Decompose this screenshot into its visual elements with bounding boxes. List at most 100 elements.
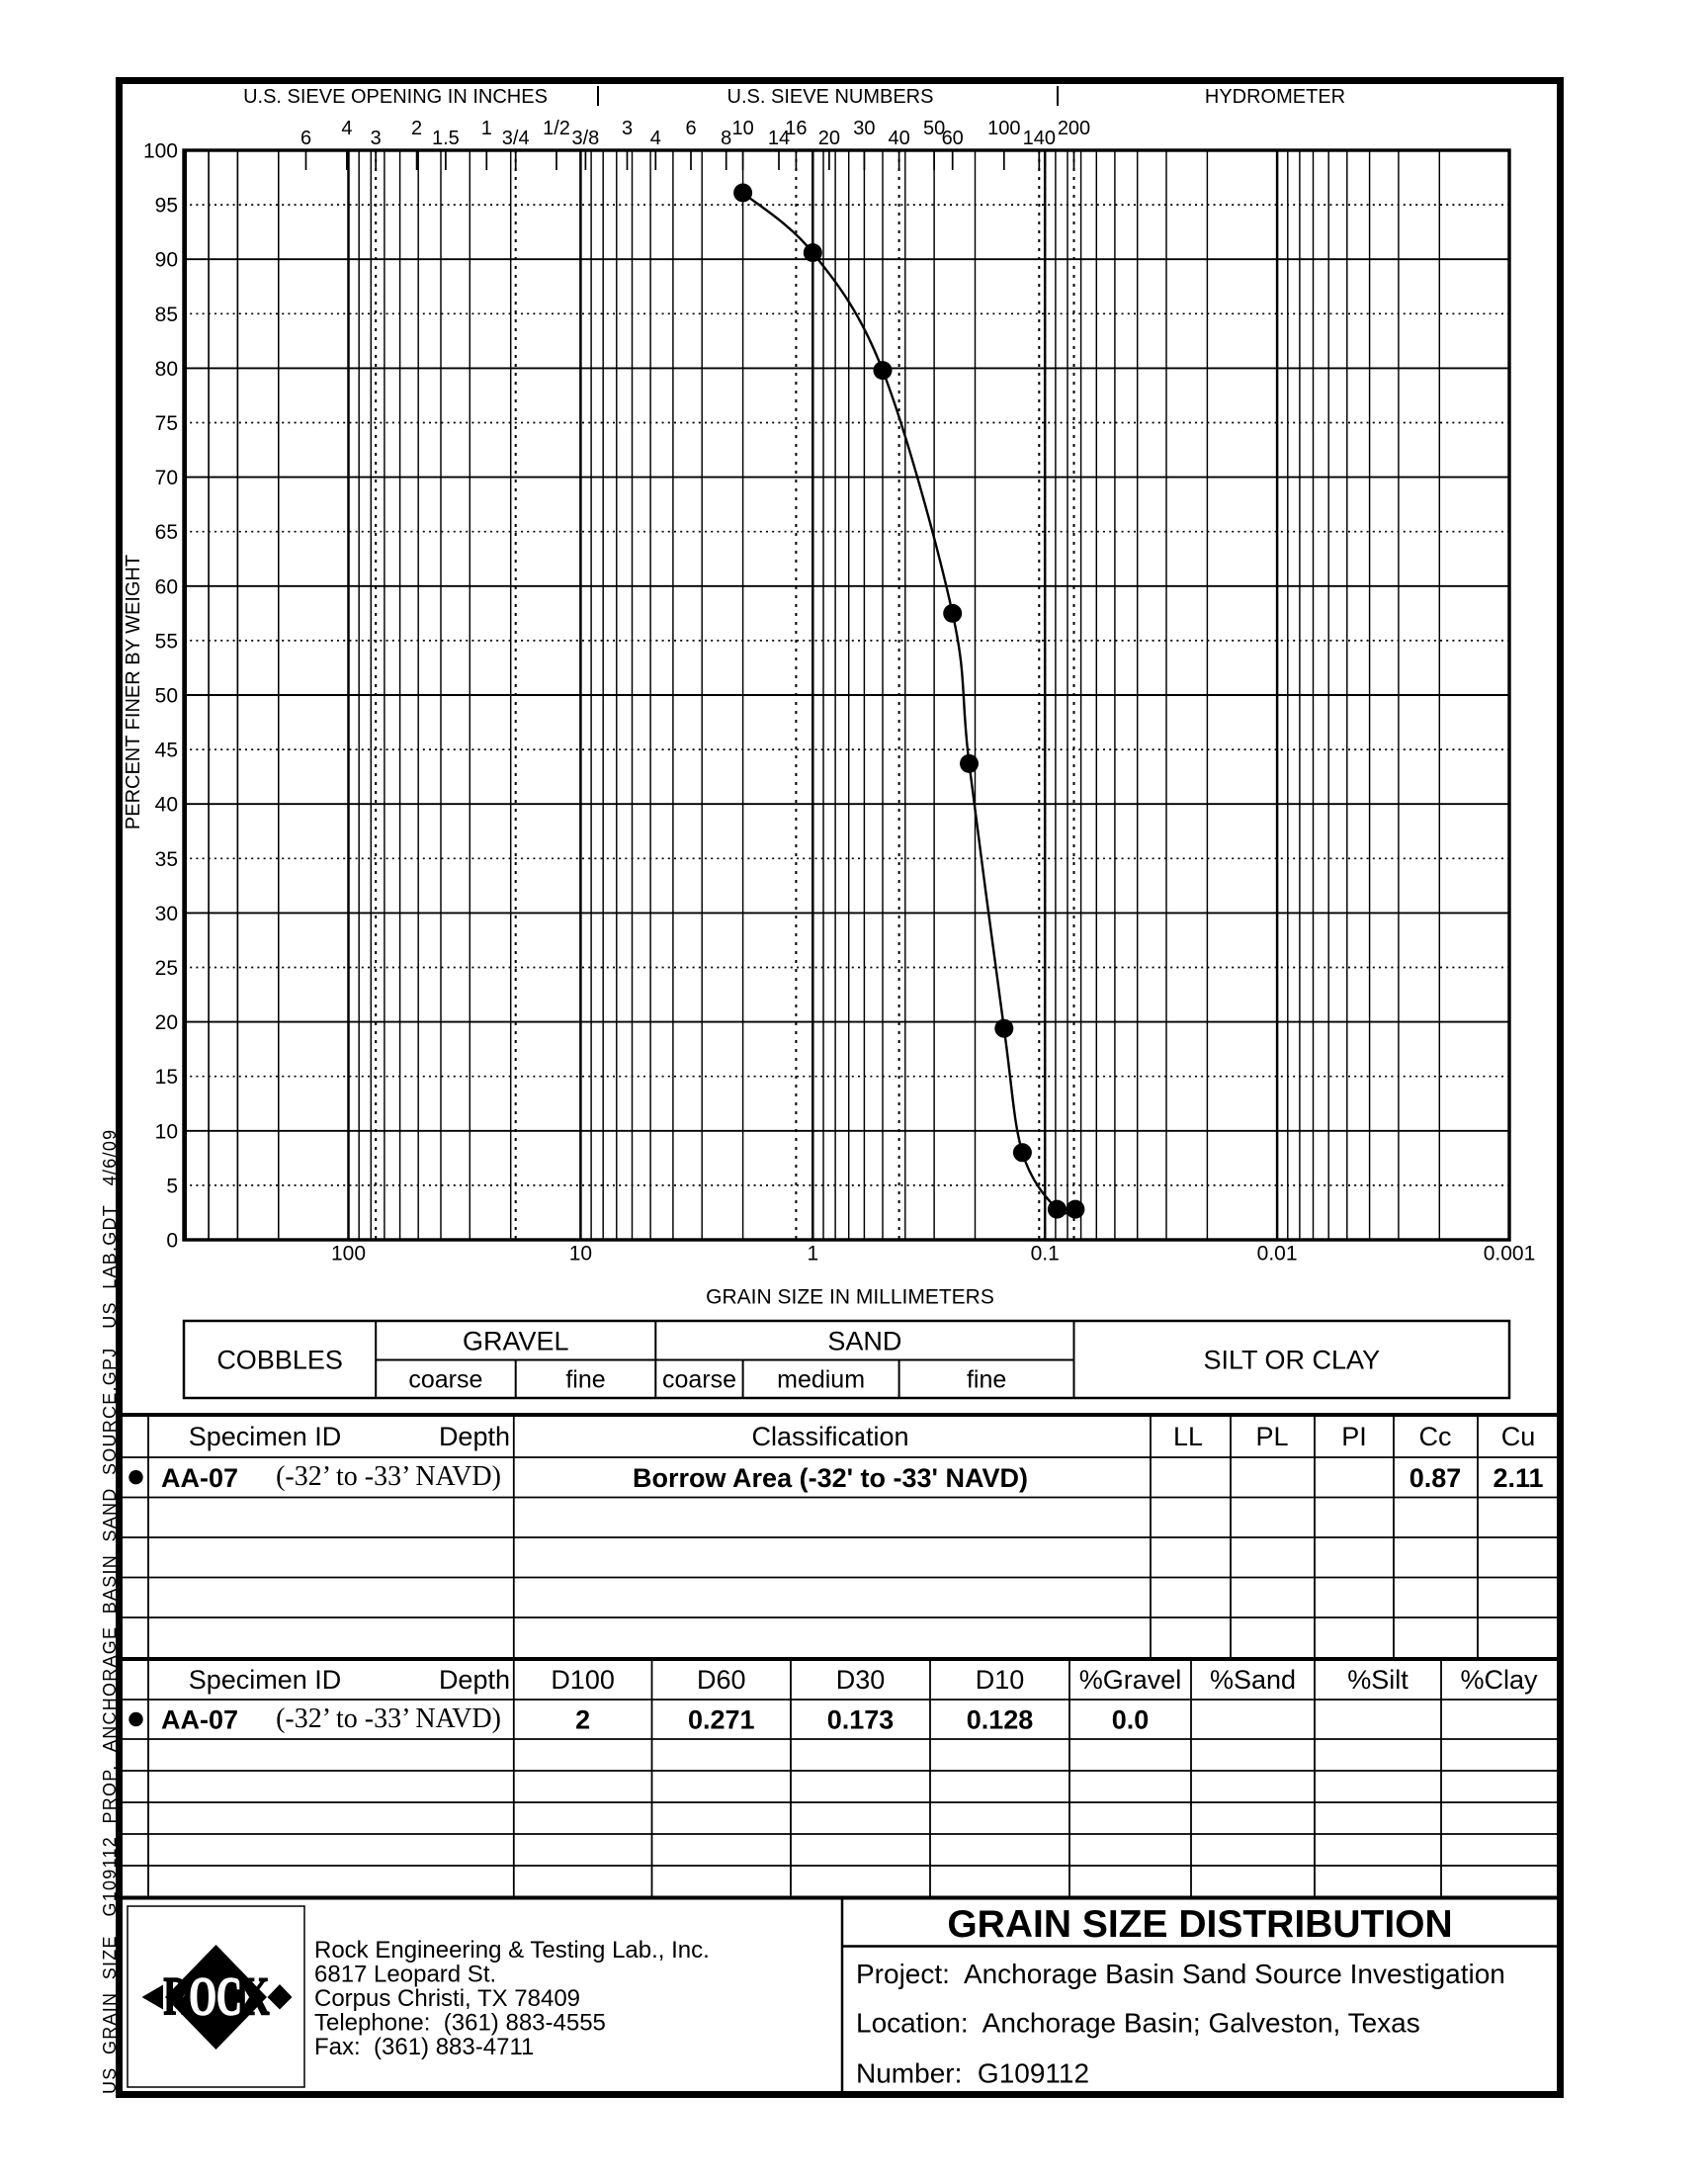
svg-text:PI: PI	[1341, 1422, 1367, 1451]
svg-text:2: 2	[575, 1705, 590, 1735]
svg-text:15: 15	[155, 1066, 178, 1089]
svg-text:65: 65	[155, 521, 178, 544]
svg-text:50: 50	[923, 118, 945, 139]
svg-text:1: 1	[807, 1243, 818, 1266]
svg-text:GRAIN SIZE IN MILLIMETERS: GRAIN SIZE IN MILLIMETERS	[706, 1286, 994, 1309]
svg-text:100: 100	[143, 140, 178, 163]
svg-text:Project: Anchorage Basin Sand: Project: Anchorage Basin Sand Source Inv…	[856, 1959, 1505, 1989]
svg-text:0.01: 0.01	[1257, 1243, 1298, 1266]
svg-text:0.0: 0.0	[1112, 1705, 1150, 1735]
svg-text:4: 4	[341, 118, 352, 139]
svg-text:0.128: 0.128	[967, 1705, 1034, 1735]
svg-text:1: 1	[481, 118, 492, 139]
svg-text:45: 45	[155, 740, 178, 762]
svg-text:Fax: (361) 883-4711: Fax: (361) 883-4711	[314, 2034, 534, 2060]
svg-text:0.271: 0.271	[688, 1705, 755, 1735]
svg-text:U.S. SIEVE OPENING IN INCHES: U.S. SIEVE OPENING IN INCHES	[243, 86, 548, 108]
svg-text:fine: fine	[565, 1366, 605, 1394]
svg-text:30: 30	[853, 118, 875, 139]
svg-text:coarse: coarse	[408, 1366, 482, 1394]
svg-text:PERCENT FINER BY WEIGHT: PERCENT FINER BY WEIGHT	[123, 555, 144, 830]
svg-text:%Sand: %Sand	[1210, 1665, 1296, 1695]
svg-text:Depth: Depth	[439, 1665, 510, 1695]
svg-text:5: 5	[166, 1175, 178, 1197]
svg-text:fine: fine	[967, 1366, 1006, 1394]
svg-text:10: 10	[731, 118, 753, 139]
svg-text:75: 75	[155, 412, 178, 435]
svg-text:70: 70	[155, 467, 178, 489]
svg-text:95: 95	[155, 195, 178, 218]
svg-text:(-32’ to -33’ NAVD): (-32’ to -33’ NAVD)	[276, 1703, 501, 1734]
svg-text:100: 100	[987, 118, 1020, 139]
svg-text:1.5: 1.5	[432, 128, 460, 149]
svg-text:COBBLES: COBBLES	[216, 1346, 343, 1375]
svg-text:6: 6	[300, 128, 311, 149]
svg-text:Location: Anchorage Basin; Ga: Location: Anchorage Basin; Galveston, Te…	[856, 2007, 1420, 2038]
svg-text:PL: PL	[1255, 1422, 1288, 1451]
svg-text:GRAVEL: GRAVEL	[463, 1326, 569, 1355]
svg-text:55: 55	[155, 630, 178, 653]
svg-text:80: 80	[155, 358, 178, 381]
svg-text:0.87: 0.87	[1409, 1463, 1462, 1493]
svg-text:SAND: SAND	[827, 1326, 901, 1355]
svg-text:35: 35	[155, 848, 178, 871]
svg-text:coarse: coarse	[662, 1366, 736, 1394]
svg-text:GRAIN SIZE DISTRIBUTION: GRAIN SIZE DISTRIBUTION	[947, 1903, 1452, 1946]
svg-text:90: 90	[155, 249, 178, 272]
svg-text:SILT OR CLAY: SILT OR CLAY	[1204, 1346, 1381, 1375]
svg-text:0: 0	[166, 1230, 178, 1253]
svg-text:20: 20	[818, 128, 840, 149]
svg-text:Cc: Cc	[1419, 1422, 1452, 1451]
svg-text:0.173: 0.173	[827, 1705, 895, 1735]
svg-text:100: 100	[331, 1243, 366, 1266]
svg-text:HYDROMETER: HYDROMETER	[1205, 86, 1345, 108]
svg-text:LL: LL	[1173, 1422, 1203, 1451]
svg-text:medium: medium	[777, 1366, 865, 1394]
svg-text:Cu: Cu	[1501, 1422, 1536, 1451]
svg-text:Number: G109112: Number: G109112	[856, 2057, 1089, 2088]
svg-text:60: 60	[942, 128, 964, 149]
svg-text:3/4: 3/4	[502, 128, 530, 149]
svg-text:U.S. SIEVE NUMBERS: U.S. SIEVE NUMBERS	[727, 86, 934, 108]
svg-text:Classification: Classification	[751, 1422, 908, 1451]
svg-text:D10: D10	[976, 1665, 1025, 1695]
svg-text:6817 Leopard St.: 6817 Leopard St.	[314, 1962, 496, 1988]
svg-text:3: 3	[622, 118, 633, 139]
svg-text:%Gravel: %Gravel	[1079, 1665, 1182, 1695]
svg-text:20: 20	[155, 1011, 178, 1034]
svg-text:Telephone: (361) 883-4555: Telephone: (361) 883-4555	[314, 2010, 606, 2037]
svg-text:AA-07: AA-07	[161, 1463, 238, 1493]
svg-text:14: 14	[768, 128, 790, 149]
svg-text:3: 3	[371, 128, 382, 149]
svg-text:16: 16	[785, 118, 807, 139]
svg-text:10: 10	[155, 1120, 178, 1143]
svg-text:Specimen ID: Specimen ID	[189, 1665, 342, 1695]
svg-text:US GRAIN SIZE G109112 PRO: US GRAIN SIZE G109112 PROP. ANCHORAGE BA…	[100, 1129, 120, 2094]
svg-text:D100: D100	[551, 1665, 615, 1695]
svg-text:25: 25	[155, 957, 178, 980]
svg-text:Specimen ID: Specimen ID	[189, 1422, 342, 1451]
svg-text:(-32’ to -33’ NAVD): (-32’ to -33’ NAVD)	[276, 1461, 501, 1492]
svg-text:2.11: 2.11	[1493, 1463, 1543, 1493]
svg-text:50: 50	[155, 685, 178, 708]
svg-text:%Silt: %Silt	[1347, 1665, 1409, 1695]
svg-text:ROCK: ROCK	[163, 1967, 269, 2027]
svg-text:40: 40	[155, 794, 178, 817]
svg-text:1/2: 1/2	[543, 118, 570, 139]
svg-text:Corpus Christi, TX 78409: Corpus Christi, TX 78409	[314, 1985, 580, 2012]
svg-text:Borrow Area (-32' to -33' NAVD: Borrow Area (-32' to -33' NAVD)	[633, 1463, 1028, 1493]
svg-text:85: 85	[155, 304, 178, 326]
svg-text:0.001: 0.001	[1484, 1243, 1536, 1266]
svg-text:60: 60	[155, 575, 178, 598]
svg-text:0.1: 0.1	[1031, 1243, 1060, 1266]
svg-text:D30: D30	[836, 1665, 886, 1695]
svg-text:Rock Engineering & Testing Lab: Rock Engineering & Testing Lab., Inc.	[314, 1937, 710, 1964]
svg-text:3/8: 3/8	[571, 128, 599, 149]
svg-text:D60: D60	[697, 1665, 746, 1695]
svg-text:2: 2	[411, 118, 422, 139]
svg-text:AA-07: AA-07	[161, 1705, 238, 1735]
svg-text:40: 40	[888, 128, 909, 149]
svg-text:200: 200	[1058, 118, 1090, 139]
svg-text:6: 6	[685, 118, 696, 139]
svg-text:Depth: Depth	[439, 1422, 510, 1451]
